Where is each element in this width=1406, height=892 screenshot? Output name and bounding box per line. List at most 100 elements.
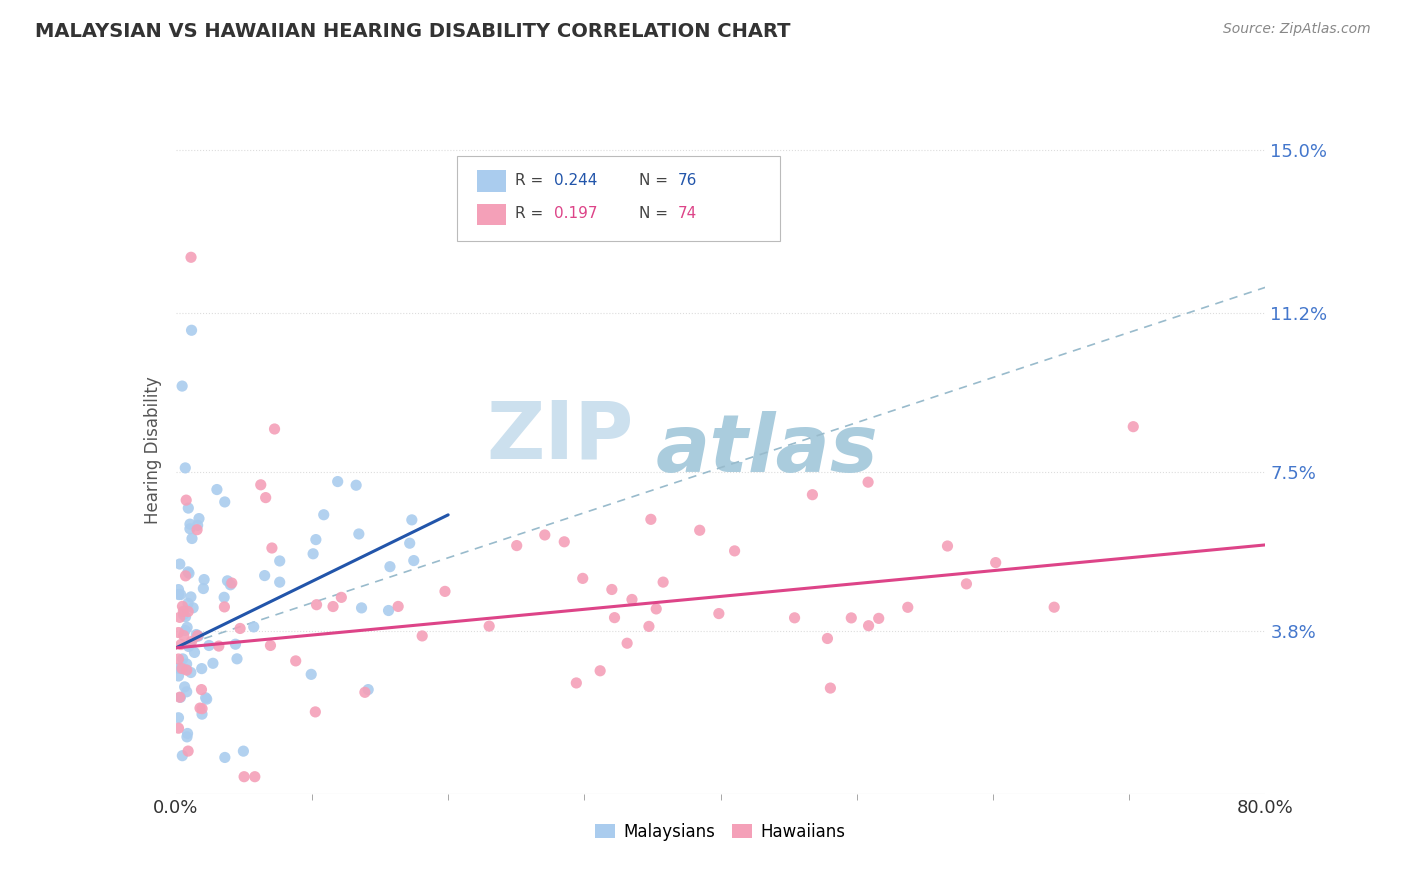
Point <box>553 534 575 549</box>
Point <box>350 600 373 615</box>
Point <box>174 609 197 624</box>
Point <box>232 744 254 758</box>
Point <box>378 559 401 574</box>
Point <box>868 611 890 625</box>
Point <box>177 565 200 579</box>
Point <box>645 602 668 616</box>
Point <box>304 705 326 719</box>
Point <box>226 652 249 666</box>
Point <box>839 611 862 625</box>
Point <box>181 600 204 615</box>
Point <box>170 661 193 675</box>
Point <box>193 582 215 596</box>
Point <box>177 605 200 619</box>
Point <box>243 770 266 784</box>
Text: R =: R = <box>516 206 544 221</box>
Point <box>194 690 217 705</box>
Point <box>169 557 191 571</box>
Text: N =: N = <box>640 206 668 221</box>
Point <box>167 721 190 735</box>
Point <box>176 726 198 740</box>
Point <box>533 528 555 542</box>
Point <box>638 619 661 633</box>
Point <box>387 599 409 614</box>
Text: R =: R = <box>516 173 544 188</box>
Point <box>269 575 291 590</box>
Text: N =: N = <box>640 173 668 188</box>
Point <box>253 568 276 582</box>
Point <box>180 590 202 604</box>
Point <box>254 491 277 505</box>
Point <box>603 610 626 624</box>
Point <box>640 512 662 526</box>
Point <box>347 527 370 541</box>
Text: 0.197: 0.197 <box>554 206 598 221</box>
Point <box>411 629 433 643</box>
Point <box>312 508 335 522</box>
Point <box>172 748 194 763</box>
Point <box>190 682 212 697</box>
Point <box>322 599 344 614</box>
Point <box>208 639 231 653</box>
Point <box>169 610 191 624</box>
Point <box>571 571 593 585</box>
Point <box>242 620 264 634</box>
Point <box>180 323 202 337</box>
Point <box>249 478 271 492</box>
Point <box>177 640 200 654</box>
Point <box>176 663 198 677</box>
Text: MALAYSIAN VS HAWAIIAN HEARING DISABILITY CORRELATION CHART: MALAYSIAN VS HAWAIIAN HEARING DISABILITY… <box>35 22 790 41</box>
Point <box>198 639 221 653</box>
Point <box>305 533 328 547</box>
Point <box>180 634 202 648</box>
Point <box>820 681 842 695</box>
Point <box>897 600 920 615</box>
Point <box>172 604 194 618</box>
Point <box>186 627 208 641</box>
Point <box>377 603 399 617</box>
Point <box>354 685 377 699</box>
Point <box>190 662 212 676</box>
Text: ZIP: ZIP <box>486 398 633 475</box>
Point <box>984 556 1007 570</box>
Point <box>167 661 190 675</box>
Point <box>187 518 209 533</box>
Point <box>180 665 202 680</box>
Point <box>212 591 235 605</box>
Point <box>402 553 425 567</box>
Point <box>173 680 195 694</box>
Point <box>170 661 193 675</box>
Point <box>174 569 197 583</box>
Text: 76: 76 <box>678 173 697 188</box>
Point <box>219 578 242 592</box>
Point <box>191 701 214 715</box>
Point <box>174 624 197 638</box>
Point <box>263 422 285 436</box>
Point <box>801 488 824 502</box>
Point <box>201 657 224 671</box>
Point <box>478 619 501 633</box>
Point <box>177 596 200 610</box>
Point <box>177 566 200 581</box>
Point <box>305 598 328 612</box>
Point <box>195 692 218 706</box>
Point <box>172 607 194 622</box>
Point <box>176 620 198 634</box>
Point <box>398 536 420 550</box>
Point <box>187 629 209 643</box>
Point <box>299 667 322 681</box>
Point <box>172 379 194 393</box>
Point <box>217 574 239 588</box>
Text: Source: ZipAtlas.com: Source: ZipAtlas.com <box>1223 22 1371 37</box>
Point <box>652 575 675 590</box>
Y-axis label: Hearing Disability: Hearing Disability <box>143 376 162 524</box>
Point <box>188 511 211 525</box>
Point <box>616 636 638 650</box>
Point <box>174 493 197 508</box>
Point <box>783 611 806 625</box>
Point <box>167 625 190 640</box>
Point <box>188 701 211 715</box>
Point <box>600 582 623 597</box>
Point <box>193 573 215 587</box>
Point <box>330 591 353 605</box>
